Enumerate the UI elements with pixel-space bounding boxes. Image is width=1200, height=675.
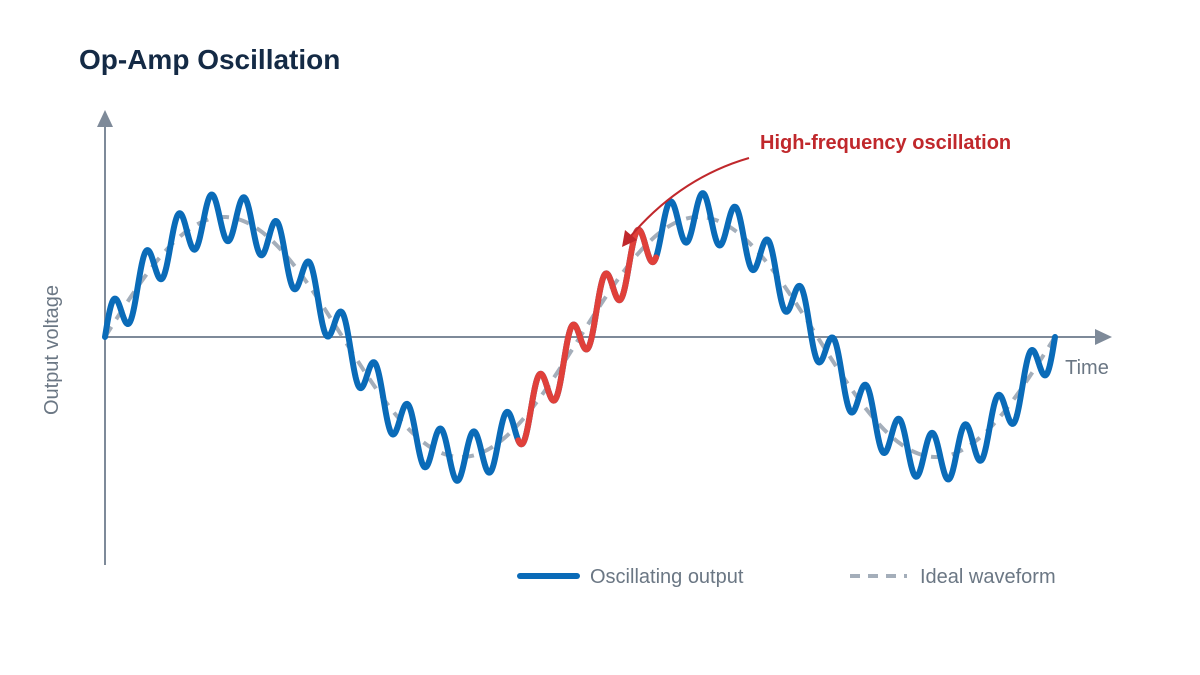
legend-label-oscillating-output: Oscillating output (590, 566, 744, 588)
annotation-arrowhead (622, 230, 637, 247)
annotation: High-frequency oscillation (622, 132, 1011, 247)
legend-label-ideal-waveform: Ideal waveform (920, 566, 1056, 588)
y-axis-label: Output voltage (41, 285, 63, 415)
highlighted-oscillation-segment (515, 226, 659, 448)
x-axis-arrowhead (1095, 329, 1112, 345)
y-axis-arrowhead (97, 110, 113, 127)
annotation-label: High-frequency oscillation (760, 132, 1011, 154)
legend: Oscillating output Ideal waveform (517, 566, 1056, 588)
axes: Time Output voltage (41, 110, 1112, 565)
chart-title: Op-Amp Oscillation (79, 44, 341, 75)
annotation-arrow (629, 157, 750, 238)
legend-item-oscillating-output: Oscillating output (517, 566, 744, 588)
x-axis-label: Time (1065, 357, 1109, 379)
legend-item-ideal-waveform: Ideal waveform (850, 566, 1056, 588)
